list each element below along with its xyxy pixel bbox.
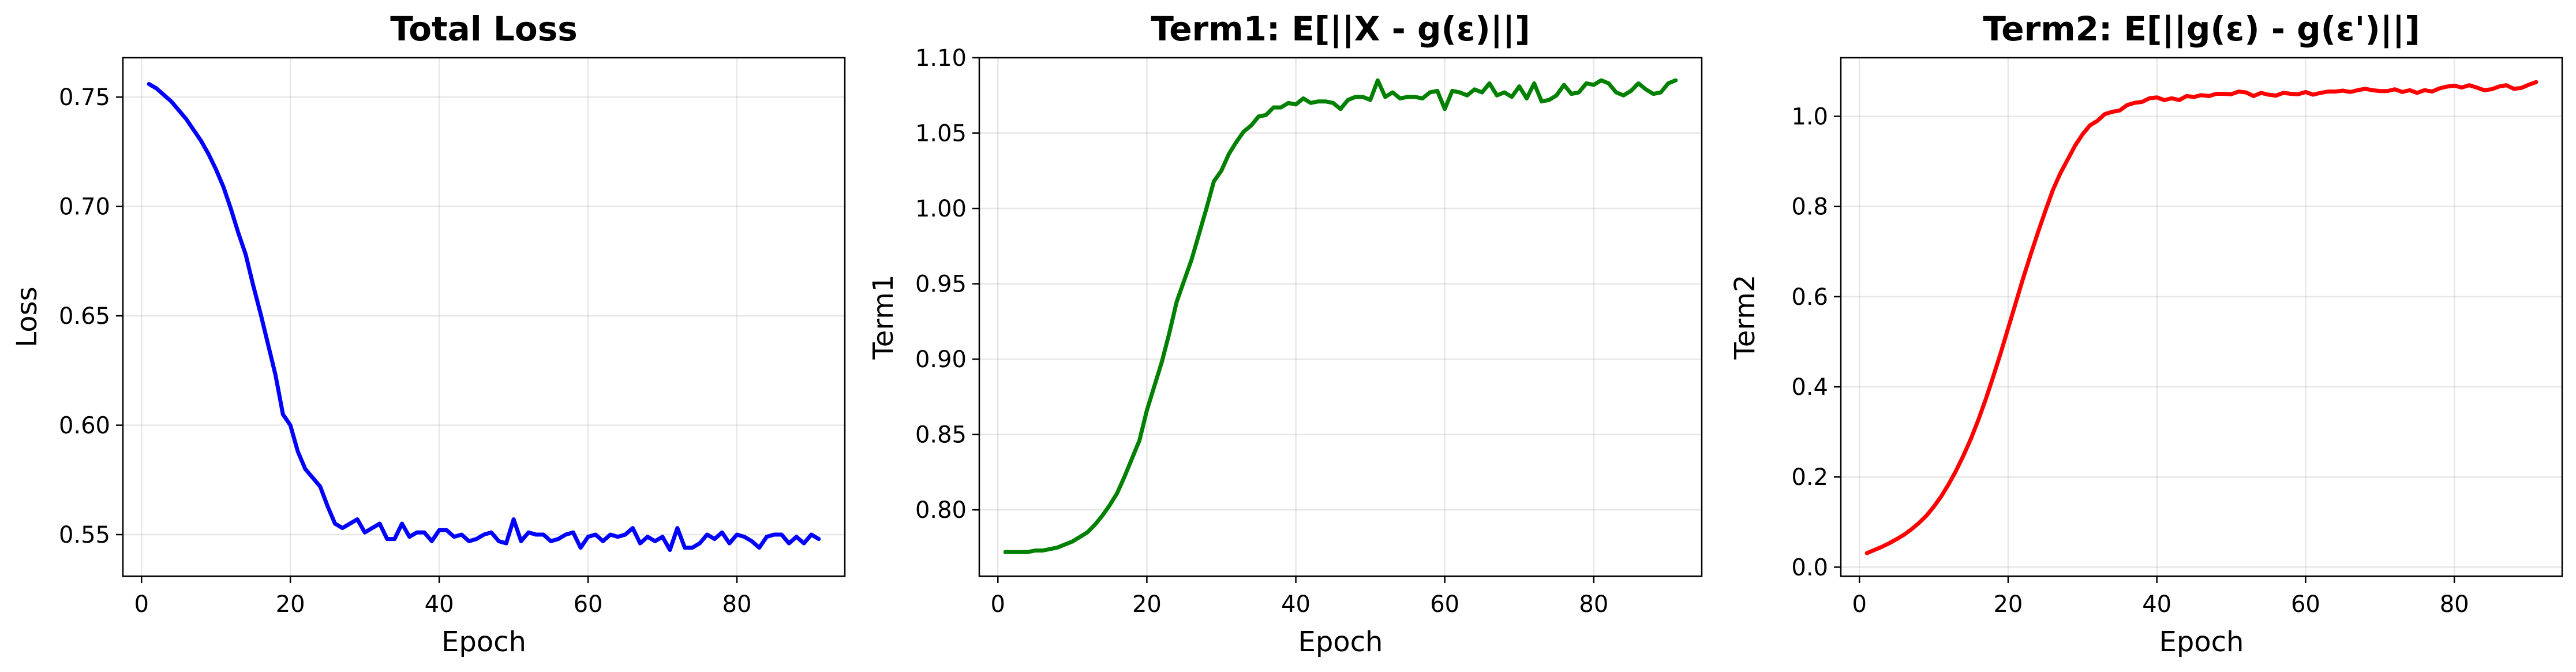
y-tick-label: 0.95 [915,271,967,298]
x-tick-label: 80 [722,591,752,618]
y-axis-label: Loss [11,286,43,347]
chart-panel-1: 0 20 40 60 80 0.55 0.60 0.65 0.70 0.75 Total Loss E… [11,9,846,658]
x-tick-label: 20 [276,591,305,618]
chart-title: Total Loss [390,9,578,48]
x-tick-label: 60 [2291,591,2320,618]
y-tick-label: 1.00 [915,196,967,222]
chart-title: Term2: E[||g(ε) - g(ε')||] [1983,9,2420,48]
x-tick-label: 20 [1993,591,2023,618]
y-tick-label: 0.4 [1791,374,1828,401]
x-tick-label: 0 [134,591,149,618]
y-tick-label: 0.70 [59,194,110,221]
y-tick-label: 0.55 [59,522,110,548]
x-tick-label: 60 [574,591,603,618]
y-tick-label: 0.90 [915,346,967,373]
series-line [147,81,821,552]
plot-frame [1840,57,2563,577]
series-line [1003,78,1678,554]
y-tick-label: 0.85 [915,422,967,449]
plot-frame [978,57,1703,577]
x-axis-label: Epoch [2159,626,2244,658]
x-axis-label: Epoch [1298,626,1383,658]
y-tick-label: 0.60 [59,413,110,439]
chart-panel-3: 0 20 40 60 80 0.0 0.2 0.4 0.6 0.8 1.0 Term2: E[||g(… [1729,9,2563,658]
y-tick-label: 0.2 [1791,464,1828,491]
x-tick-label: 20 [1132,591,1162,618]
y-tick-label: 0.75 [59,84,110,111]
x-tick-label: 60 [1430,591,1459,618]
x-tick-label: 0 [1852,591,1866,618]
x-tick-label: 40 [2142,591,2171,618]
y-tick-label: 1.0 [1791,104,1828,130]
series-line [1864,80,2538,555]
chart-title: Term1: E[||X - g(ε)||] [1151,9,1530,48]
y-tick-label: 1.05 [915,121,967,147]
y-axis-label: Term1 [867,275,900,360]
x-tick-label: 80 [1579,591,1608,618]
x-tick-label: 0 [991,591,1005,618]
y-axis-label: Term2 [1729,275,1761,360]
y-tick-label: 0.0 [1791,554,1828,581]
x-tick-label: 40 [1281,591,1311,618]
x-tick-label: 80 [2440,591,2469,618]
x-axis-label: Epoch [441,626,526,658]
x-tick-label: 40 [425,591,454,618]
y-tick-label: 0.6 [1791,284,1828,311]
chart-panel-2: 0 20 40 60 80 0.80 0.85 0.90 0.95 1.00 1.05 1.10 Ter… [867,9,1703,658]
y-tick-label: 0.8 [1791,194,1828,221]
y-tick-label: 0.80 [915,497,967,524]
plot-frame [122,57,846,577]
y-tick-label: 0.65 [59,303,110,330]
y-tick-label: 1.10 [915,45,967,72]
